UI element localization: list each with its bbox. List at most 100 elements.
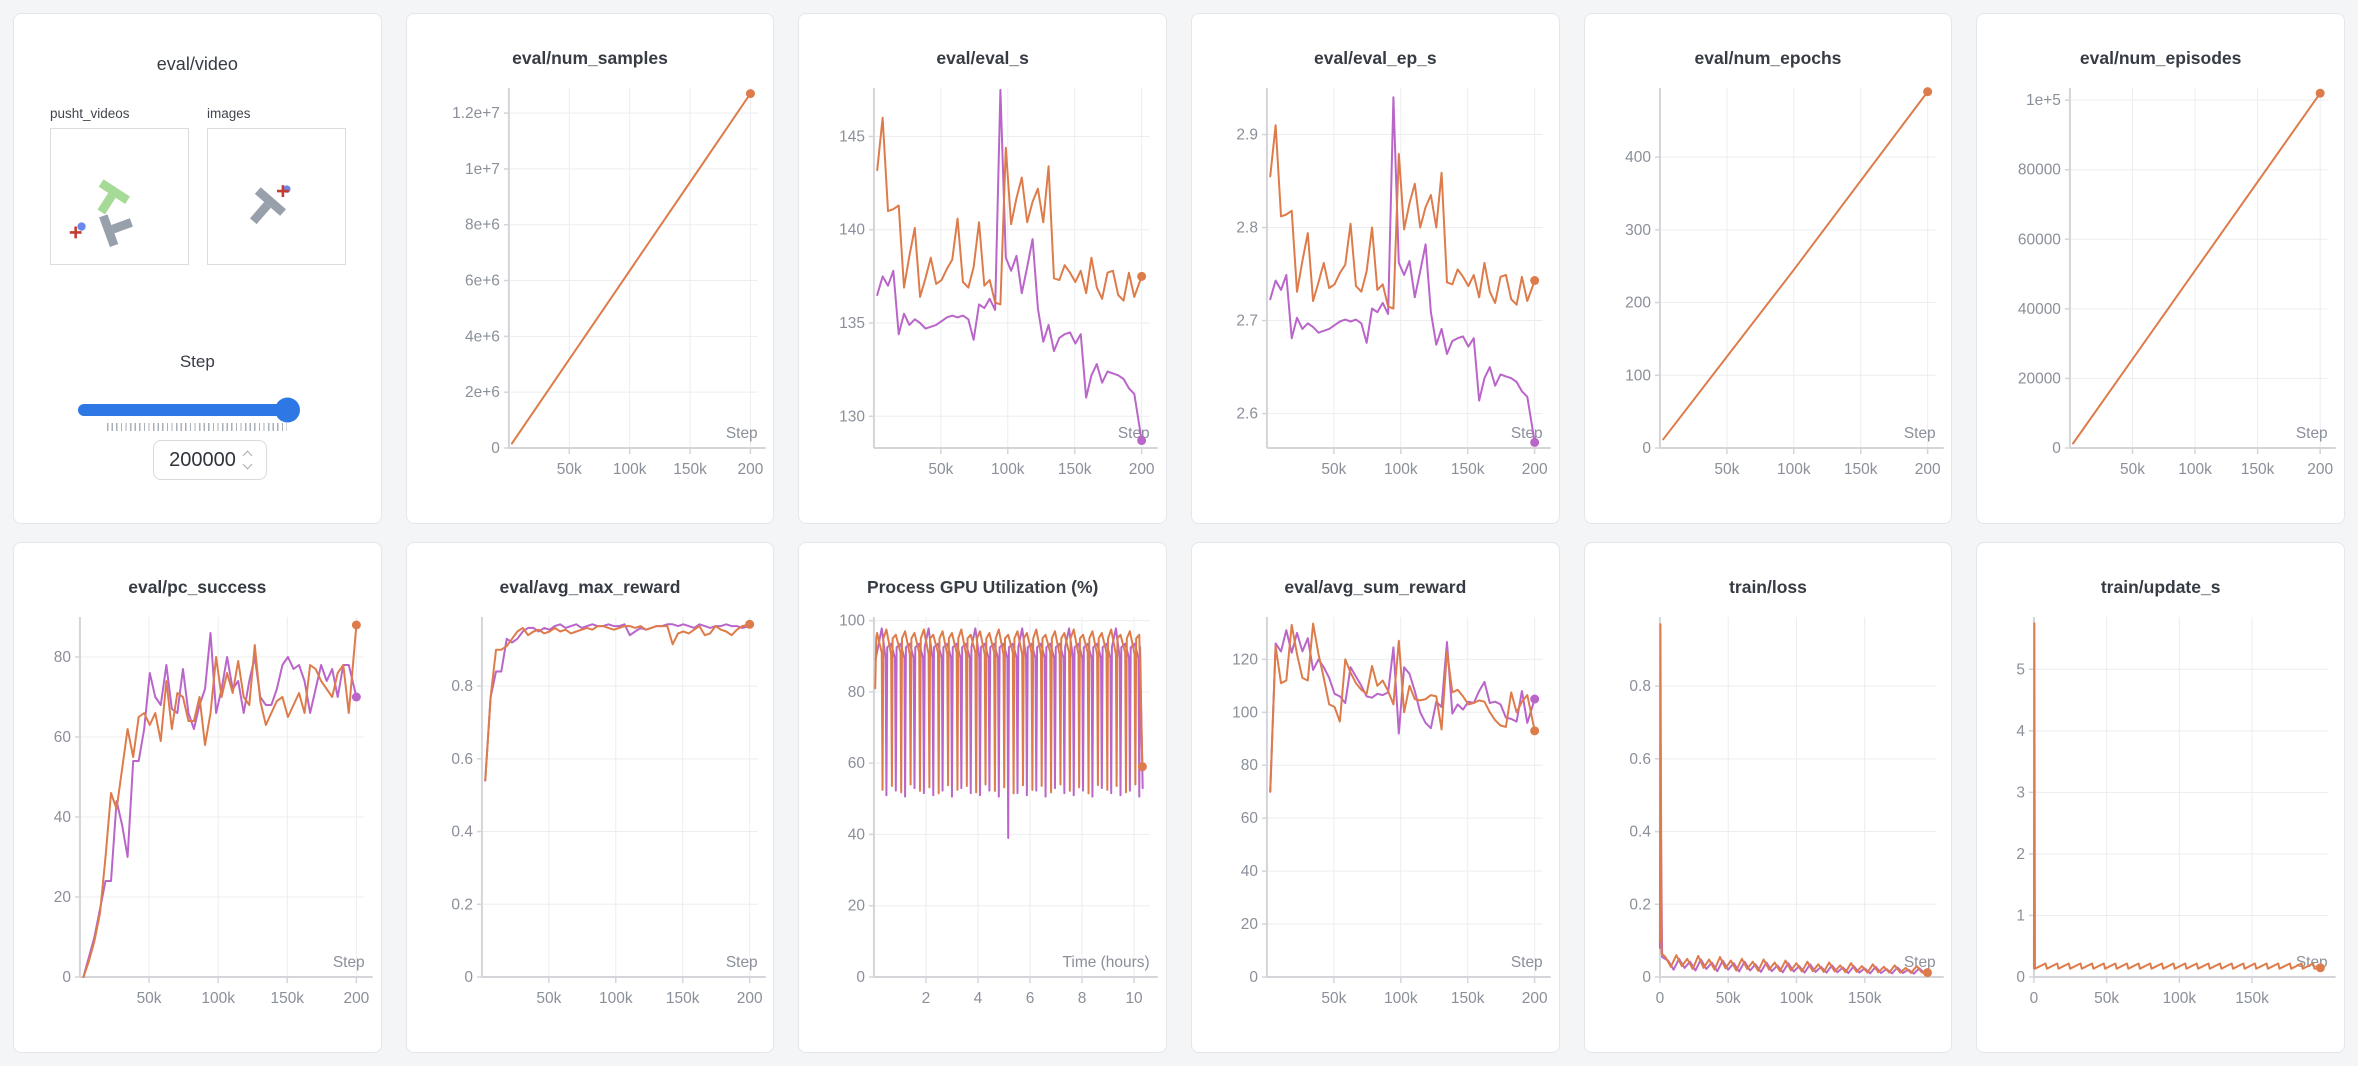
chart-title: eval/pc_success: [128, 577, 267, 597]
series-line-orange-run: [876, 116, 1144, 306]
x-tick-label: 100k: [991, 461, 1025, 478]
y-tick-label: 20: [54, 889, 71, 906]
chart-train-loss[interactable]: 0 0.2 0.4 0.6 0.8 0 50k 100k 150k Step: [1585, 605, 1952, 1029]
y-tick-label: 0.8: [1629, 678, 1651, 695]
series-line-orange-run: [1661, 90, 1929, 441]
panel-eval-video: eval/video pusht_videos: [13, 13, 382, 524]
x-tick-label: 6: [1026, 990, 1035, 1007]
y-tick-label: 6e+6: [465, 273, 500, 290]
x-axis-label: Step: [1511, 954, 1543, 971]
y-tick-label: 120: [1232, 651, 1258, 668]
agent-dot: [77, 222, 86, 231]
x-tick-label: 200: [737, 461, 763, 478]
target-cross: [69, 226, 82, 239]
series-end-dot-orange-run: [1530, 726, 1540, 736]
x-tick-label: 200: [2308, 461, 2334, 478]
chart-title: eval/avg_max_reward: [499, 577, 681, 597]
series-line-purple-run: [1658, 794, 1926, 975]
x-tick-label: 150k: [1451, 990, 1485, 1007]
y-tick-label: 0: [2053, 440, 2062, 457]
chart-eval-avg-sum-reward[interactable]: 0 20 40 60 80 100 120 50k 100k 150k 200 Step: [1192, 605, 1559, 1029]
series-line-orange-run: [2033, 622, 2322, 970]
x-axis-label: Step: [1903, 954, 1935, 971]
gray-t-shape: [249, 187, 286, 225]
chart-eval-num-samples[interactable]: 0 2e+6 4e+6 6e+6 8e+6 1e+7 1.2e+7 50k 100k 150k 20…: [407, 76, 774, 500]
x-tick-label: 100k: [599, 990, 633, 1007]
panel-eval-num-episodes: eval/num_episodes 0 20000 40000 60000 80000 1…: [1976, 13, 2345, 524]
y-tick-label: 0: [857, 969, 866, 986]
series-line-orange-run: [874, 628, 1144, 795]
pusht-video-thumbnail[interactable]: [50, 128, 189, 265]
images-thumbnail[interactable]: [207, 128, 346, 265]
y-tick-label: 1.2e+7: [452, 105, 500, 122]
series-end-dot-orange-run: [745, 89, 755, 99]
y-tick-label: 2.7: [1236, 313, 1258, 330]
y-tick-label: 4e+6: [465, 328, 500, 345]
chart-eval-num-epochs[interactable]: 0 100 200 300 400 50k 100k 150k 200 Step: [1585, 76, 1952, 500]
x-tick-label: 50k: [137, 990, 162, 1007]
y-tick-label: 60: [54, 729, 71, 746]
y-tick-label: 135: [839, 315, 865, 332]
x-axis-label: Step: [333, 954, 365, 971]
series-line-orange-run: [1658, 623, 1929, 974]
chart-eval-pc-success[interactable]: 0 20 40 60 80 50k 100k 150k 200 Step: [14, 605, 381, 1029]
x-tick-label: 0: [2030, 990, 2039, 1007]
stepper-down-icon[interactable]: [242, 459, 253, 470]
y-tick-label: 0: [1249, 969, 1258, 986]
x-tick-label: 2: [922, 990, 931, 1007]
chart-title: eval/num_episodes: [2079, 48, 2242, 68]
series-end-dot-orange-run: [2316, 963, 2326, 973]
y-tick-label: 1e+5: [2026, 92, 2061, 109]
chart-title: Process GPU Utilization (%): [866, 577, 1099, 597]
series-line-purple-run: [1269, 629, 1536, 793]
x-tick-label: 50k: [929, 461, 954, 478]
x-tick-label: 50k: [1715, 990, 1740, 1007]
chart-gpu-utilization[interactable]: 0 20 40 60 80 100 2 4 6 8 10 Time (hours): [799, 605, 1166, 1029]
y-tick-label: 1e+7: [465, 161, 500, 178]
pusht-scene-image: [69, 179, 133, 247]
panel-train-loss: train/loss 0 0.2 0.4 0.6 0.8 0 50k 100k 150k Step: [1583, 542, 1953, 1053]
stepper: [242, 450, 253, 470]
y-tick-label: 400: [1625, 149, 1651, 166]
slider-ruler: [107, 423, 287, 431]
series-end-dot-orange-run: [1530, 276, 1540, 286]
y-tick-label: 20: [1241, 916, 1258, 933]
chart-title: train/update_s: [2100, 577, 2221, 597]
y-tick-label: 0.2: [1629, 896, 1651, 913]
y-tick-label: 2.8: [1236, 220, 1258, 237]
step-slider-knob[interactable]: [275, 397, 300, 423]
series-end-dot-purple-run: [1530, 694, 1540, 704]
chart-title: train/loss: [1729, 577, 1807, 597]
x-tick-label: 50k: [2120, 461, 2145, 478]
chart-eval-num-episodes[interactable]: 0 20000 40000 60000 80000 1e+5 50k 100k 150k 200 S…: [1977, 76, 2344, 500]
series-line-orange-run: [1269, 124, 1536, 310]
y-tick-label: 80000: [2018, 162, 2061, 179]
y-tick-label: 0: [2017, 969, 2026, 986]
series-line-purple-run: [483, 623, 751, 782]
x-tick-label: 100k: [1777, 461, 1811, 478]
x-tick-label: 100k: [201, 990, 235, 1007]
series-line-purple-run: [876, 88, 1144, 442]
y-tick-label: 200: [1625, 295, 1651, 312]
y-tick-label: 0: [1642, 969, 1651, 986]
media-row: pusht_videos images: [50, 106, 346, 265]
y-tick-label: 100: [1232, 704, 1258, 721]
step-input[interactable]: 200000: [153, 440, 267, 480]
panel-eval-avg-sum-reward: eval/avg_sum_reward 0 20 40 60 80 100 120 50k 10…: [1190, 542, 1560, 1053]
y-tick-label: 1: [2017, 907, 2026, 924]
y-tick-label: 4: [2017, 723, 2026, 740]
media-images: images: [207, 106, 346, 265]
x-tick-label: 100k: [1384, 461, 1418, 478]
images-scene-image: [249, 185, 291, 225]
y-tick-label: 130: [839, 408, 865, 425]
y-tick-label: 60000: [2018, 231, 2061, 248]
x-tick-label: 10: [1126, 990, 1143, 1007]
chart-eval-avg-max-reward[interactable]: 0 0.2 0.4 0.6 0.8 50k 100k 150k 200 Step: [407, 605, 774, 1029]
step-slider[interactable]: [78, 397, 300, 423]
y-tick-label: 0.4: [451, 824, 473, 841]
panel-eval-pc-success: eval/pc_success 0 20 40 60 80 50k 100k 150k 200 S…: [13, 542, 382, 1053]
step-value: 200000: [169, 448, 236, 471]
